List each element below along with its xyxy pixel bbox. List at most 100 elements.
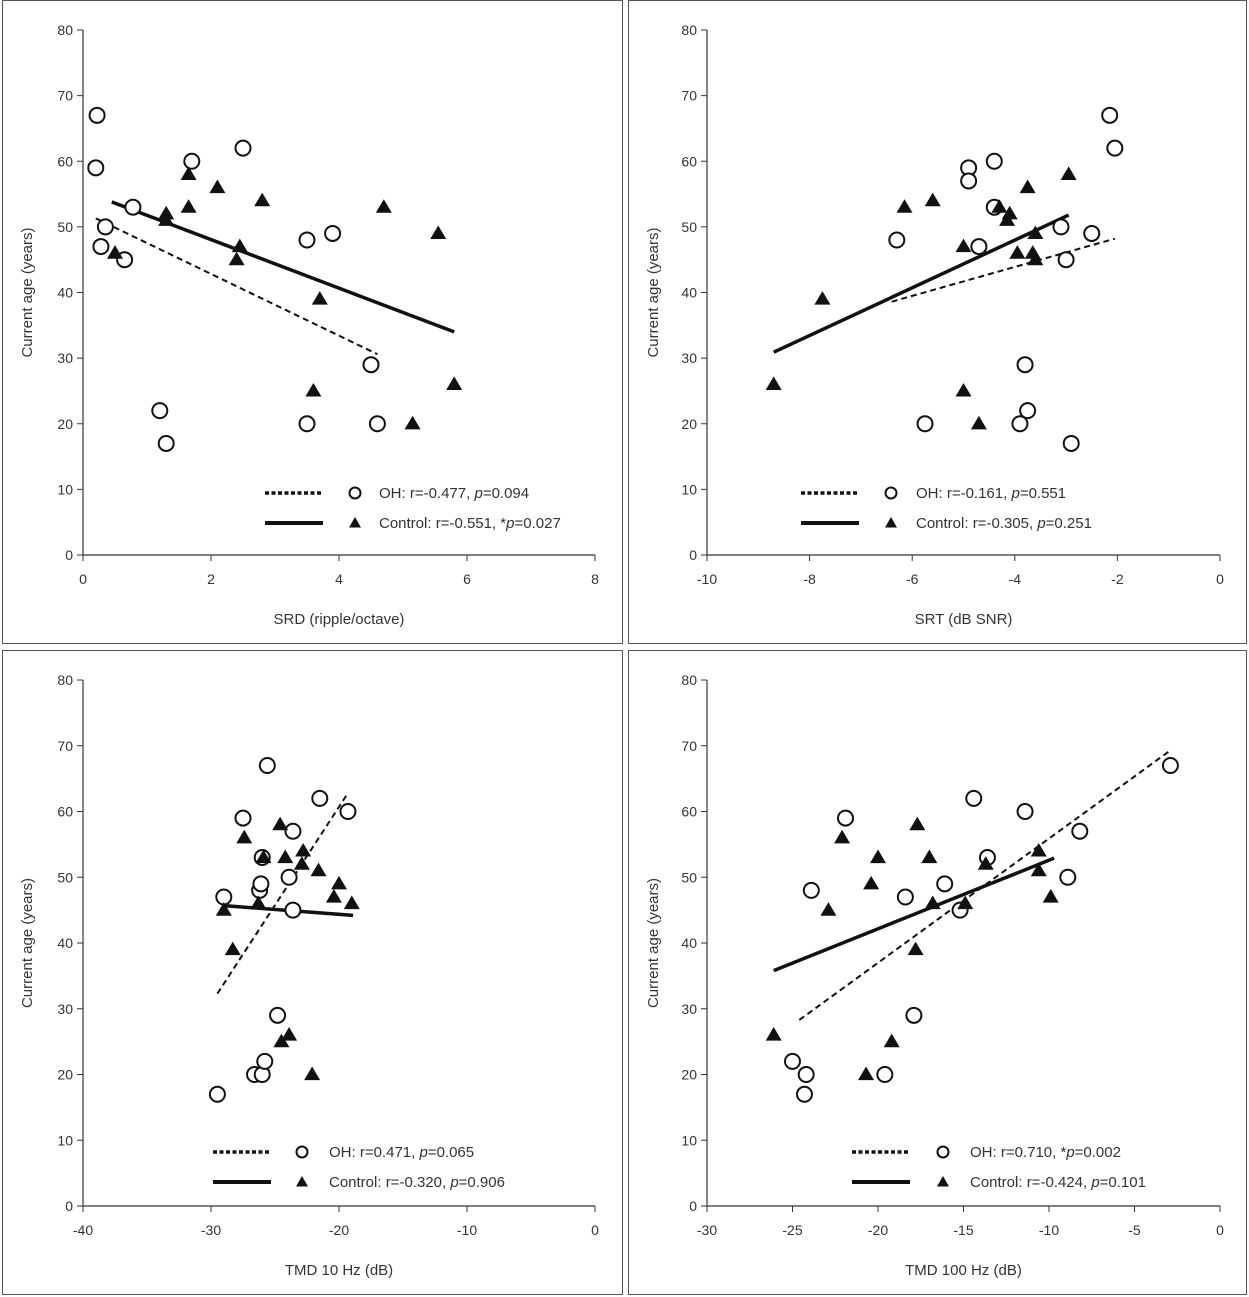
control-data-point [1009, 245, 1026, 259]
control-data-point [957, 895, 974, 910]
control-data-point [375, 199, 392, 213]
oh-data-point [298, 231, 316, 249]
oh-data-point [124, 198, 142, 216]
oh-data-point [795, 1085, 813, 1103]
oh-data-point [985, 152, 1003, 170]
x-tick-label: -2 [1111, 571, 1124, 587]
y-tick-label: 20 [681, 1067, 697, 1083]
x-tick-label: 0 [1216, 1222, 1224, 1238]
y-tick-label: 50 [57, 869, 73, 885]
control-data-point [254, 192, 271, 207]
x-tick-label: -15 [953, 1222, 973, 1238]
control-data-point [325, 888, 342, 903]
y-tick-label: 80 [57, 22, 73, 38]
control-data-point [909, 816, 926, 831]
oh-data-point [1052, 218, 1070, 236]
control-data-point [281, 1027, 298, 1041]
oh-data-point [368, 415, 386, 433]
control-data-point [107, 245, 123, 259]
control-data-point [1019, 179, 1036, 194]
control-data-point [921, 849, 938, 864]
oh-data-point [234, 139, 252, 157]
control-data-point [228, 251, 245, 266]
control-data-point [1030, 842, 1047, 857]
control-data-point [977, 856, 994, 870]
oh-data-point [965, 789, 983, 807]
chart-panel-srt: 0 10 20 30 40 50 60 70 80 -10 -8 -6 -4 -2 0 SRT (dB SNR… [628, 0, 1247, 644]
y-tick-label: 10 [681, 1132, 697, 1148]
x-tick-label: -10 [1039, 1222, 1059, 1238]
y-tick-label: 70 [57, 88, 73, 104]
legend-triangle-marker [296, 1176, 308, 1187]
y-tick-label: 50 [57, 219, 73, 235]
y-tick-label: 60 [57, 804, 73, 820]
y-tick-label: 60 [57, 153, 73, 169]
oh-data-point [1083, 224, 1101, 242]
x-tick-label: 2 [207, 571, 215, 587]
control-data-point [180, 166, 197, 180]
x-tick-label: -25 [782, 1222, 802, 1238]
y-tick-label: 30 [681, 350, 697, 366]
oh-data-point [339, 803, 357, 820]
oh-data-point [284, 822, 302, 840]
y-tick-label: 40 [57, 285, 73, 301]
oh-data-point [1106, 139, 1124, 157]
control-data-point [311, 291, 328, 305]
y-axis-label: Current age (years) [645, 227, 662, 357]
legend-label: Control: r=-0.551, *p=0.027 [379, 515, 561, 532]
oh-data-point [960, 172, 978, 190]
chart-panel-tmd-10hz: 0 10 20 30 40 50 60 70 80 -40 -30 -20 -10 0 TMD 10 Hz … [2, 650, 623, 1295]
legend-triangle-marker [349, 517, 361, 528]
x-tick-label: -5 [1128, 1222, 1141, 1238]
x-tick-label: -40 [73, 1222, 93, 1238]
y-tick-label: 40 [681, 285, 697, 301]
y-tick-label: 70 [681, 738, 697, 754]
control-data-point [250, 895, 267, 910]
y-tick-label: 70 [57, 738, 73, 754]
legend-circle-marker [348, 486, 362, 500]
oh-data-point [88, 106, 106, 124]
y-tick-label: 80 [681, 22, 697, 38]
oh-data-point [157, 434, 175, 452]
y-tick-label: 20 [681, 416, 697, 432]
oh-data-point [96, 218, 114, 236]
oh-data-point [1019, 402, 1037, 420]
oh-data-point [234, 809, 252, 827]
control-data-point [955, 382, 972, 397]
control-fit-line [773, 856, 1055, 973]
x-tick-label: -20 [868, 1222, 888, 1238]
oh-fit-line [95, 217, 378, 356]
oh-data-point [92, 238, 110, 256]
y-tick-label: 0 [65, 1198, 73, 1214]
chart-panel-srd: 0 10 20 30 40 50 60 70 80 0 2 4 6 8 SRD (ripple/octave… [2, 0, 623, 644]
control-fit-line [772, 213, 1070, 354]
chart-svg: 0 10 20 30 40 50 60 70 80 -30 -25 -20 -15 -10 -5 0 TMD 1… [645, 672, 1224, 1279]
oh-data-point [1062, 434, 1080, 452]
y-tick-label: 20 [57, 1067, 73, 1083]
oh-data-point [256, 1052, 274, 1070]
chart-panel-tmd-100hz: 0 10 20 30 40 50 60 70 80 -30 -25 -20 -15 -10 -5 0 TMD 1… [628, 650, 1247, 1295]
control-data-point [924, 895, 941, 910]
control-data-point [430, 225, 447, 240]
y-axis-label: Current age (years) [645, 878, 662, 1008]
control-data-point [295, 842, 312, 857]
oh-data-point [1016, 803, 1034, 820]
oh-data-point [1059, 868, 1077, 886]
legend-label: Control: r=-0.320, p=0.906 [329, 1174, 505, 1191]
oh-data-point [208, 1085, 226, 1103]
y-tick-label: 80 [681, 672, 697, 688]
oh-data-point [151, 402, 169, 420]
oh-data-point [802, 881, 820, 899]
oh-data-point [876, 1066, 894, 1083]
x-tick-label: -6 [906, 571, 919, 587]
oh-data-point [87, 159, 105, 177]
x-axis-label: TMD 100 Hz (dB) [905, 1262, 1022, 1279]
control-data-point [863, 875, 880, 890]
y-tick-label: 80 [57, 672, 73, 688]
control-data-point [215, 902, 232, 916]
y-tick-label: 20 [57, 416, 73, 432]
y-tick-label: 30 [57, 1001, 73, 1017]
oh-data-point [970, 238, 988, 256]
control-data-point [1042, 888, 1059, 903]
oh-data-point [1161, 756, 1179, 774]
